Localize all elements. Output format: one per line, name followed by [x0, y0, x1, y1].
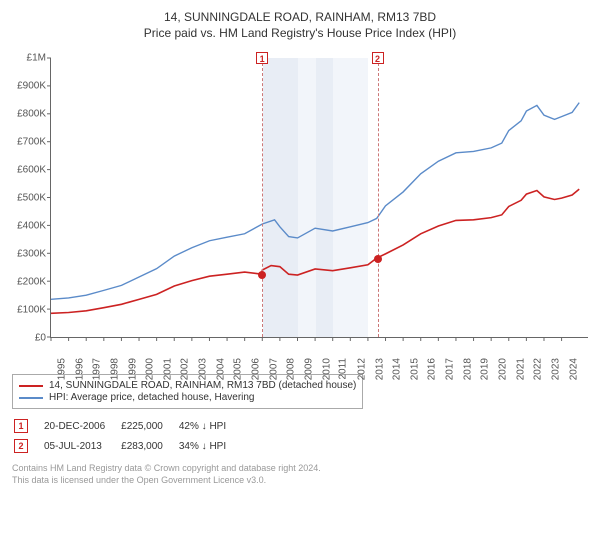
- x-tick-label: 1996: [74, 358, 85, 380]
- x-tick-label: 2011: [338, 358, 349, 380]
- page-subtitle: Price paid vs. HM Land Registry's House …: [12, 26, 588, 40]
- legend-item: HPI: Average price, detached house, Have…: [19, 392, 356, 403]
- series-line: [51, 189, 579, 313]
- sale-price: £283,000: [121, 437, 177, 455]
- plot-area: 12: [50, 58, 588, 338]
- sales-row: 2 05-JUL-2013£283,00034% ↓ HPI: [14, 437, 240, 455]
- y-tick-label: £700K: [17, 137, 46, 148]
- legend-item: 14, SUNNINGDALE ROAD, RAINHAM, RM13 7BD …: [19, 380, 356, 391]
- x-tick-label: 2000: [144, 358, 155, 380]
- x-tick-label: 2008: [286, 358, 297, 380]
- y-tick-label: £500K: [17, 193, 46, 204]
- footer-line-1: Contains HM Land Registry data © Crown c…: [12, 463, 588, 475]
- sale-marker-line: [262, 58, 263, 337]
- legend-swatch: [19, 385, 43, 387]
- x-tick-label: 1998: [109, 358, 120, 380]
- x-tick-label: 2012: [356, 358, 367, 380]
- plot-svg: [51, 58, 588, 337]
- sale-delta: 42% ↓ HPI: [179, 417, 240, 435]
- sale-date: 20-DEC-2006: [44, 417, 119, 435]
- y-tick-label: £1M: [27, 53, 46, 64]
- sale-price: £225,000: [121, 417, 177, 435]
- x-tick-label: 2016: [427, 358, 438, 380]
- footer: Contains HM Land Registry data © Crown c…: [12, 463, 588, 486]
- y-tick-label: £800K: [17, 109, 46, 120]
- chart-container: £0 £100K £200K £300K £400K £500K £600K £700K £80…: [12, 48, 588, 368]
- x-tick-label: 1995: [56, 358, 67, 380]
- x-tick-label: 2018: [462, 358, 473, 380]
- x-tick-label: 2017: [444, 358, 455, 380]
- x-tick-label: 2013: [374, 358, 385, 380]
- x-tick-label: 2024: [568, 358, 579, 380]
- x-tick-label: 2015: [409, 358, 420, 380]
- legend-label: 14, SUNNINGDALE ROAD, RAINHAM, RM13 7BD …: [49, 380, 356, 391]
- y-tick-label: £100K: [17, 305, 46, 316]
- x-tick-label: 2014: [391, 358, 402, 380]
- footer-line-2: This data is licensed under the Open Gov…: [12, 475, 588, 487]
- x-tick-label: 2001: [162, 358, 173, 380]
- x-tick-label: 2004: [215, 358, 226, 380]
- x-tick-label: 2019: [480, 358, 491, 380]
- x-axis-labels: 1995199619971998199920002001200220032004…: [50, 338, 588, 368]
- x-tick-label: 2006: [250, 358, 261, 380]
- x-tick-label: 2023: [550, 358, 561, 380]
- x-tick-label: 2005: [233, 358, 244, 380]
- x-tick-label: 2021: [515, 358, 526, 380]
- x-tick-label: 1997: [92, 358, 103, 380]
- page-title: 14, SUNNINGDALE ROAD, RAINHAM, RM13 7BD: [12, 10, 588, 24]
- sale-marker-line: [378, 58, 379, 337]
- sales-table: 1 20-DEC-2006£225,00042% ↓ HPI 2 05-JUL-201…: [12, 415, 242, 457]
- y-tick-label: £200K: [17, 277, 46, 288]
- legend-label: HPI: Average price, detached house, Have…: [49, 392, 255, 403]
- sale-date: 05-JUL-2013: [44, 437, 119, 455]
- y-tick-label: £900K: [17, 81, 46, 92]
- x-tick-label: 2009: [303, 358, 314, 380]
- y-tick-label: £600K: [17, 165, 46, 176]
- x-tick-label: 2007: [268, 358, 279, 380]
- y-tick-label: £300K: [17, 249, 46, 260]
- sale-number-box: 1: [14, 419, 28, 433]
- x-tick-label: 1999: [127, 358, 138, 380]
- sale-marker-point: [374, 255, 382, 263]
- series-line: [51, 103, 579, 300]
- x-tick-label: 2002: [180, 358, 191, 380]
- sale-number-box: 2: [14, 439, 28, 453]
- x-tick-label: 2022: [533, 358, 544, 380]
- legend-swatch: [19, 397, 43, 399]
- x-tick-label: 2020: [497, 358, 508, 380]
- y-tick-label: £400K: [17, 221, 46, 232]
- sales-row: 1 20-DEC-2006£225,00042% ↓ HPI: [14, 417, 240, 435]
- sale-marker-box: 1: [256, 52, 268, 64]
- y-axis-labels: £0£100K£200K£300K£400K£500K£600K£700K£80…: [12, 58, 50, 338]
- x-tick-label: 2003: [197, 358, 208, 380]
- sale-marker-box: 2: [372, 52, 384, 64]
- y-tick-label: £0: [35, 333, 46, 344]
- x-tick-label: 2010: [321, 358, 332, 380]
- sale-marker-point: [258, 271, 266, 279]
- sale-delta: 34% ↓ HPI: [179, 437, 240, 455]
